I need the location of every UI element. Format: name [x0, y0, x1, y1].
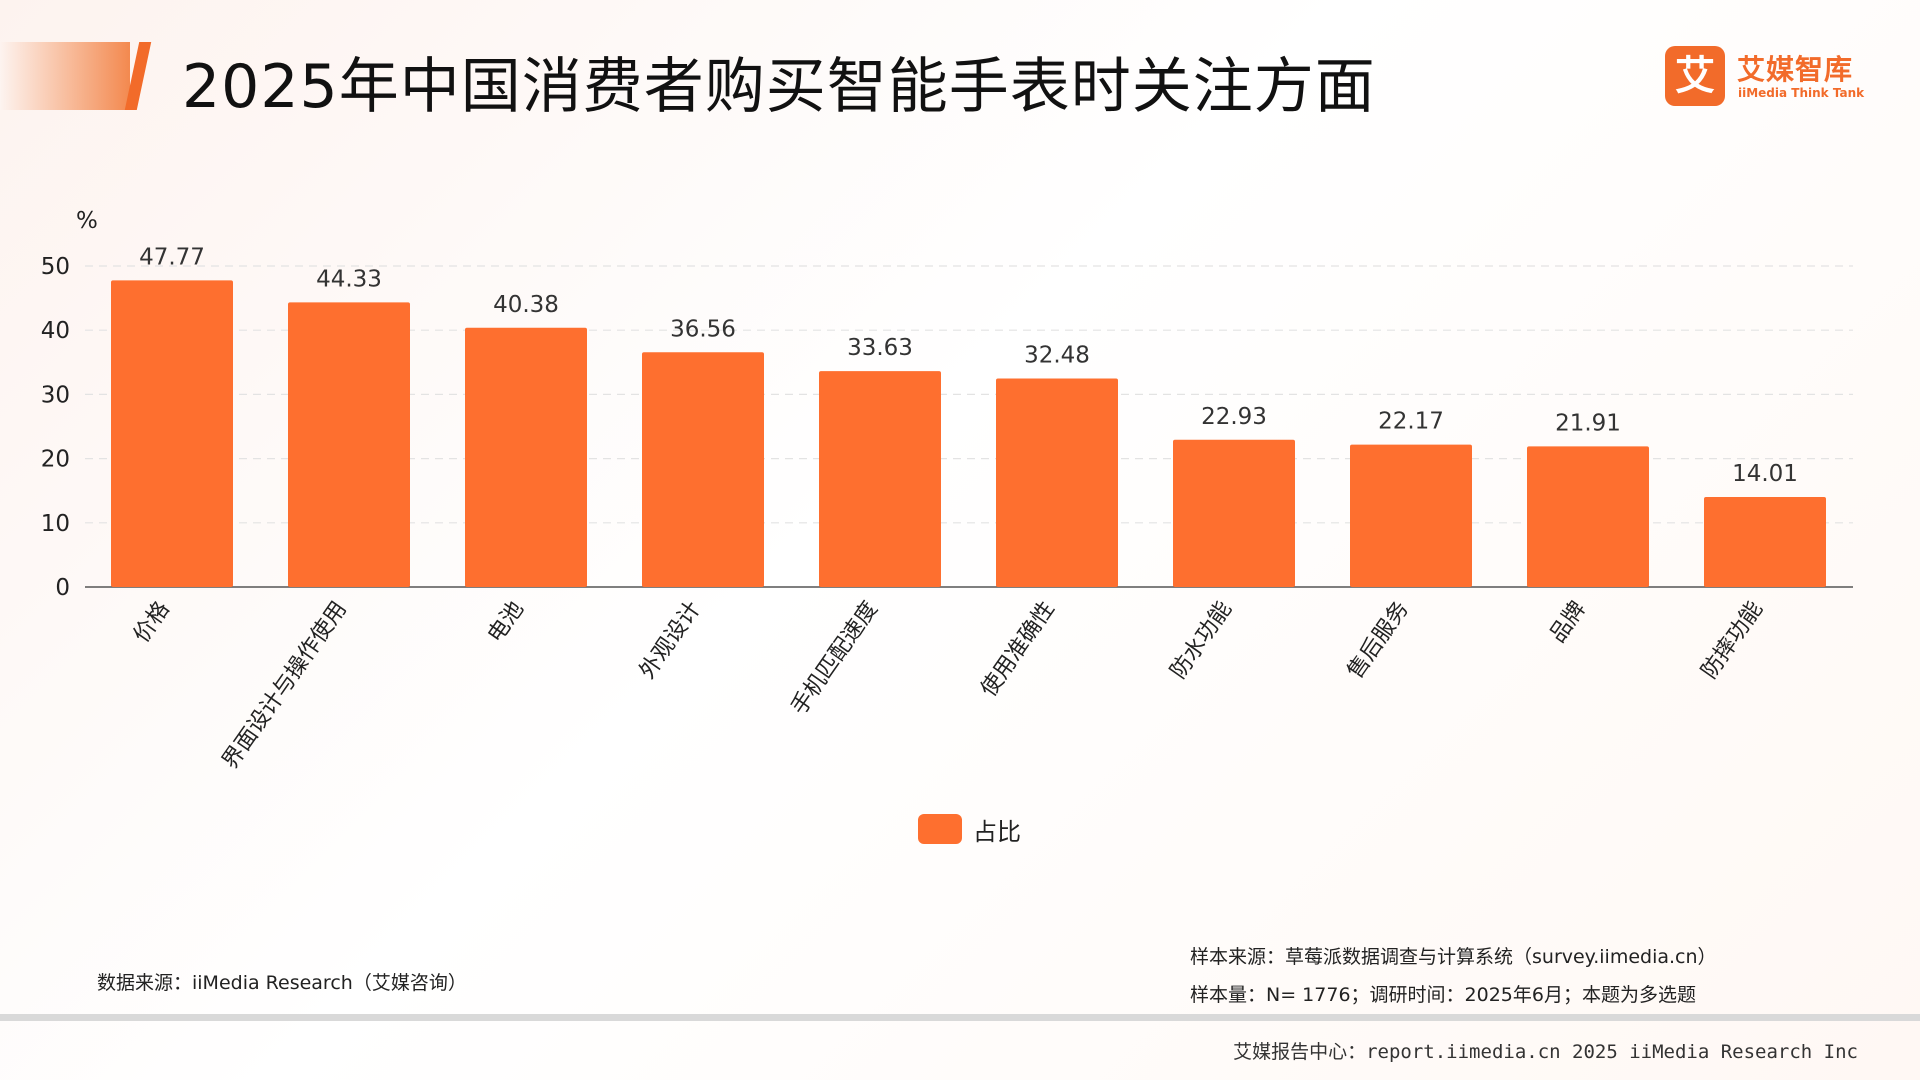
bar-chart: % 0 10 20 30 40 50 47.77 44.33 40.38 36.56 33.63 3… [41, 208, 1853, 774]
logo-name-en: iiMedia Think Tank [1738, 86, 1865, 100]
bar-value-label: 14.01 [1732, 461, 1798, 487]
y-tick-label: 30 [41, 382, 70, 408]
y-tick-label: 50 [41, 254, 70, 280]
y-tick-label: 0 [55, 575, 70, 601]
logo-name-cn: 艾媒智库 [1737, 53, 1854, 86]
bar [642, 352, 764, 587]
footer-copyright: 艾媒报告中心：report.iimedia.cn 2025 iiMedia Re… [1233, 1041, 1858, 1063]
x-category-label: 电池 [483, 597, 529, 647]
x-category-label: 价格 [129, 597, 175, 647]
sample-size-note: 样本量：N= 1776；调研时间：2025年6月；本题为多选题 [1190, 984, 1696, 1006]
legend-swatch [918, 814, 962, 844]
y-tick-label: 20 [41, 447, 70, 473]
x-axis-category-labels: 价格 界面设计与操作使用 电池 外观设计 手机匹配速度 使用准确性 防水功能 售后服务 品牌 防摔… [129, 597, 1768, 774]
title-accent-band [0, 42, 130, 110]
x-category-label: 手机匹配速度 [787, 597, 883, 719]
data-source-note: 数据来源：iiMedia Research（艾媒咨询） [97, 972, 467, 994]
y-tick-label: 10 [41, 511, 70, 537]
x-category-label: 品牌 [1545, 597, 1591, 647]
bar-value-label: 47.77 [139, 244, 205, 270]
bar [996, 378, 1118, 587]
value-labels: 47.77 44.33 40.38 36.56 33.63 32.48 22.93 22.17… [139, 244, 1798, 487]
y-axis-unit-label: % [76, 208, 98, 234]
page-title: 2025年中国消费者购买智能手表时关注方面 [182, 52, 1376, 122]
x-category-label: 防摔功能 [1697, 597, 1768, 683]
bar [1173, 439, 1295, 587]
bar [1350, 444, 1472, 587]
bar-value-label: 32.48 [1024, 342, 1090, 368]
footer-divider [0, 1014, 1920, 1021]
bar [1527, 446, 1649, 587]
y-tick-label: 40 [41, 318, 70, 344]
bar [111, 280, 233, 587]
bar [288, 302, 410, 587]
bar [1704, 497, 1826, 587]
legend-label: 占比 [973, 817, 1021, 846]
bar [819, 371, 941, 587]
bar-value-label: 36.56 [670, 316, 736, 342]
bar-value-label: 44.33 [316, 266, 382, 292]
y-axis: % 0 10 20 30 40 50 [41, 208, 98, 601]
bar-value-label: 22.17 [1378, 409, 1444, 435]
logo-mark-icon: 艾 [1665, 46, 1725, 106]
brand-logo: 艾 艾媒智库 iiMedia Think Tank [1665, 46, 1865, 106]
legend: 占比 [918, 813, 1021, 846]
bar-value-label: 33.63 [847, 335, 913, 361]
bar-value-label: 40.38 [493, 292, 559, 318]
x-category-label: 使用准确性 [976, 597, 1060, 701]
x-category-label: 防水功能 [1166, 597, 1237, 683]
bar [465, 327, 587, 587]
x-category-label: 售后服务 [1343, 597, 1414, 683]
bar-value-label: 22.93 [1201, 404, 1267, 430]
x-category-label: 界面设计与操作使用 [218, 597, 352, 774]
x-category-label: 外观设计 [635, 597, 706, 683]
sample-source-note: 样本来源：草莓派数据调查与计算系统（survey.iimedia.cn） [1190, 946, 1717, 968]
bar-value-label: 21.91 [1555, 410, 1621, 436]
bars [111, 280, 1826, 587]
